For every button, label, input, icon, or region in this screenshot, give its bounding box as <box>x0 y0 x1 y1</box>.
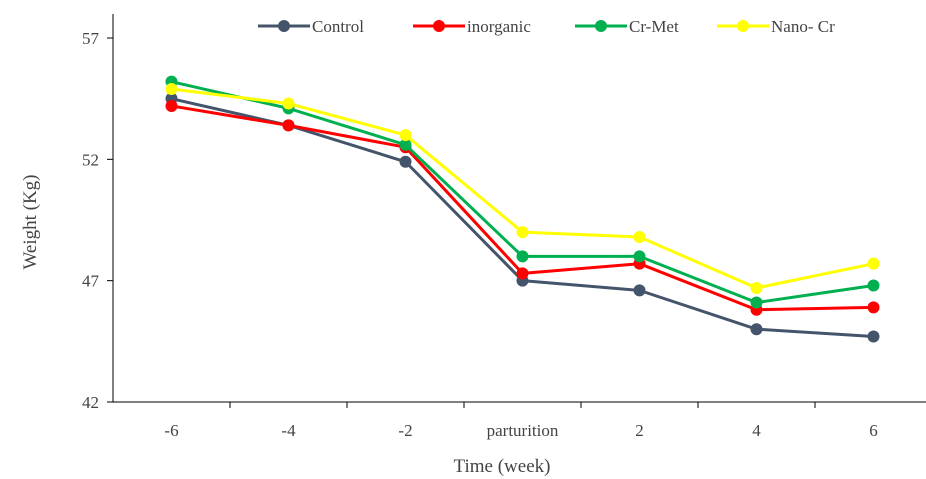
x-tick-label: 6 <box>869 421 878 440</box>
data-point <box>399 129 412 142</box>
data-point <box>867 301 880 314</box>
series-layer <box>165 75 880 343</box>
y-tick-label: 42 <box>82 393 99 412</box>
data-point <box>750 323 763 336</box>
x-tick-label: 4 <box>752 421 761 440</box>
data-point <box>399 155 412 168</box>
legend-swatch-marker <box>433 20 445 32</box>
data-point <box>165 82 178 95</box>
data-point <box>633 230 646 243</box>
legend-label: Control <box>312 17 364 36</box>
x-tick-label: -4 <box>281 421 296 440</box>
data-point <box>516 226 529 239</box>
x-tick-label: -2 <box>398 421 412 440</box>
legend-label: inorganic <box>467 17 531 36</box>
data-point <box>516 267 529 280</box>
legend-swatch-marker <box>595 20 607 32</box>
data-point <box>282 97 295 110</box>
x-axis-title: Time (week) <box>454 456 551 477</box>
legend-item: Control <box>258 17 364 36</box>
legend-swatch-marker <box>737 20 749 32</box>
data-point <box>399 138 412 151</box>
legend: Control inorganic Cr-Met Nano- Cr <box>258 17 835 36</box>
y-tick-label: 47 <box>82 272 100 291</box>
x-tick-label: -6 <box>164 421 178 440</box>
data-point <box>633 250 646 263</box>
legend-item: Cr-Met <box>575 17 679 36</box>
x-tick-label: parturition <box>487 421 559 440</box>
data-point <box>633 284 646 297</box>
series-control <box>165 92 880 343</box>
y-axis-title: Weight (Kg) <box>20 174 41 269</box>
legend-item: Nano- Cr <box>717 17 835 36</box>
data-point <box>282 119 295 132</box>
axes: 42 47 52 57 -6 -4 -2 parturition 2 4 6 <box>82 14 926 440</box>
legend-label: Cr-Met <box>629 17 679 36</box>
data-point <box>165 99 178 112</box>
data-point <box>750 281 763 294</box>
data-point <box>750 296 763 309</box>
data-point <box>867 279 880 292</box>
data-point <box>867 257 880 270</box>
y-tick-label: 52 <box>82 150 99 169</box>
series-nano-cr <box>165 82 880 294</box>
y-tick-label: 57 <box>82 29 100 48</box>
legend-item: inorganic <box>413 17 531 36</box>
legend-label: Nano- Cr <box>771 17 835 36</box>
legend-swatch-marker <box>278 20 290 32</box>
x-tick-label: 2 <box>635 421 644 440</box>
data-point <box>516 250 529 263</box>
data-point <box>867 330 880 343</box>
